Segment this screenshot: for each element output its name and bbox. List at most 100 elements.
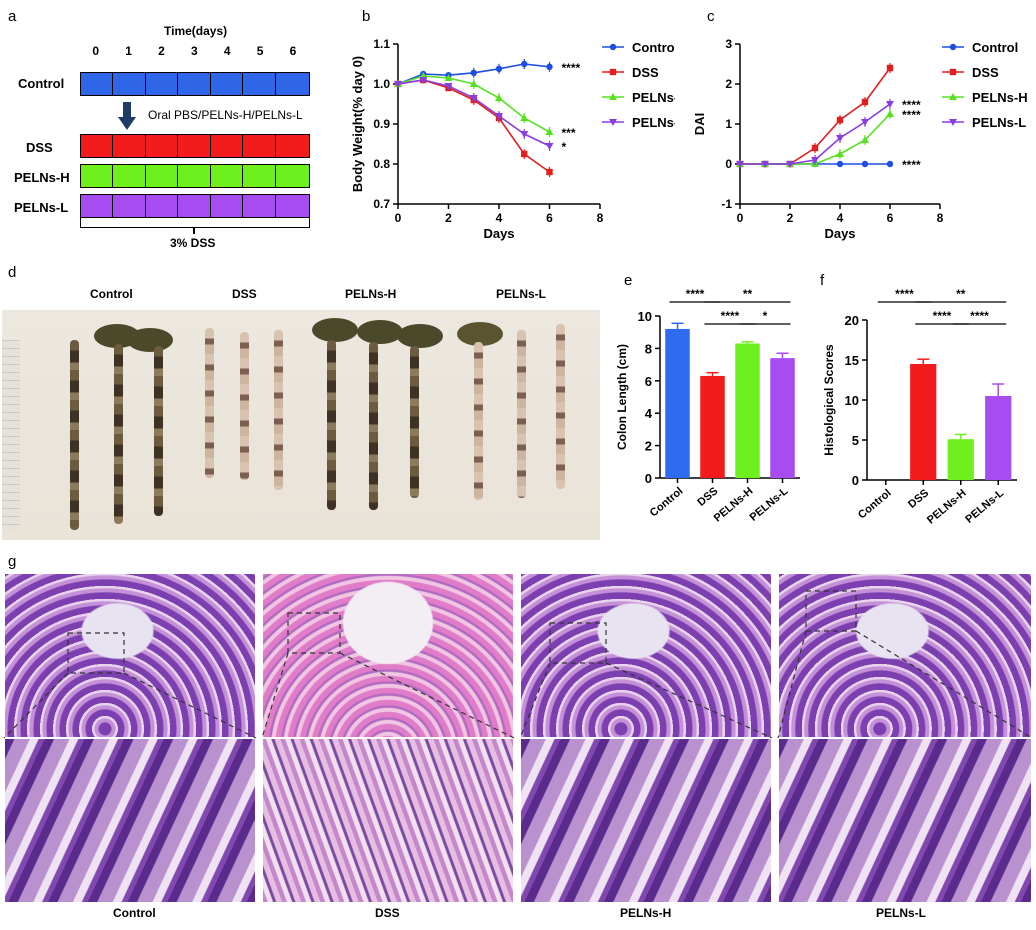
histology-dss-zoom	[262, 738, 514, 903]
y-tick-label: 0.7	[373, 197, 390, 211]
colon-sample	[327, 340, 336, 510]
significance-label: ****	[562, 61, 581, 75]
timeline-cell	[81, 195, 114, 217]
x-tick-label: 8	[597, 211, 604, 225]
x-axis-label: Days	[824, 226, 855, 241]
x-tick-label: 4	[496, 211, 503, 225]
data-point	[811, 144, 819, 152]
colon-sample	[556, 324, 565, 489]
timeline-bar-control	[80, 72, 310, 96]
legend-label: PELNs-H	[972, 90, 1028, 105]
timeline-cell	[113, 135, 146, 157]
data-point	[886, 110, 894, 117]
row-label-dss: DSS	[26, 140, 53, 155]
y-tick-label: 20	[845, 313, 859, 328]
cecum	[357, 320, 403, 344]
y-axis-label: Body Weight(% day 0)	[350, 56, 365, 192]
y-tick-label: 2	[645, 439, 652, 454]
x-tick-label: 2	[445, 211, 452, 225]
data-point	[394, 81, 402, 88]
significance-label: *	[763, 309, 768, 323]
x-tick-label: DSS	[695, 485, 720, 509]
day-labels: 0 1 2 3 4 5 6	[80, 44, 310, 60]
legend-label: Control	[972, 40, 1018, 55]
y-tick-label: 0	[645, 471, 652, 486]
day-label: 0	[92, 44, 100, 58]
histology-pelns-h-overview	[520, 573, 772, 738]
treatment-label: Oral PBS/PELNs-H/PELNs-L	[148, 108, 303, 122]
data-point	[545, 143, 554, 150]
y-tick-label: 1	[725, 117, 732, 131]
y-tick-label: 8	[645, 341, 652, 356]
ruler	[2, 340, 20, 530]
series-pelns-l	[736, 99, 894, 168]
y-tick-label: 15	[845, 353, 859, 368]
data-point	[546, 63, 553, 70]
x-tick-label: 6	[546, 211, 553, 225]
y-tick-label: 0	[725, 157, 732, 171]
data-point	[495, 94, 503, 101]
dss-label: 3% DSS	[170, 236, 216, 250]
histology-label-control: Control	[113, 906, 156, 920]
legend-label: PELNs-H	[632, 90, 675, 105]
y-tick-label: 0.8	[373, 157, 390, 171]
histology-pelns-h-zoom	[520, 738, 772, 903]
day-label: 5	[256, 44, 264, 58]
x-tick-label: PELNs-L	[748, 485, 791, 524]
series-line	[397, 79, 550, 147]
bar	[700, 375, 725, 478]
series-pelns-l	[394, 77, 554, 151]
colon-sample	[114, 344, 123, 524]
significance-label: ****	[933, 309, 952, 323]
y-tick-label: 5	[852, 433, 859, 448]
colon-sample	[274, 330, 283, 490]
timeline-cell	[81, 135, 114, 157]
bar	[665, 328, 690, 478]
row-label-pelns-l: PELNs-L	[14, 200, 69, 215]
timeline-cell	[113, 165, 146, 187]
colon-sample	[154, 346, 163, 516]
time-axis-title: Time(days)	[164, 24, 228, 38]
timeline-cell	[178, 165, 211, 187]
data-point	[546, 168, 553, 176]
x-tick-label: Control	[856, 487, 894, 521]
x-tick-label: 4	[837, 211, 844, 225]
x-tick-label: PELNs-L	[963, 487, 1006, 526]
timeline-cell	[211, 73, 244, 95]
significance-label: ****	[902, 98, 921, 112]
day-label: 1	[125, 44, 132, 58]
colon-sample	[517, 330, 526, 498]
series-dss	[736, 63, 894, 168]
photo-label-control: Control	[90, 287, 133, 301]
timeline-cell	[276, 135, 308, 157]
row-label-control: Control	[18, 76, 65, 91]
panel-letter-e: e	[624, 272, 633, 289]
data-point	[836, 116, 844, 124]
data-point	[520, 131, 529, 138]
x-tick-label: PELNs-H	[925, 487, 969, 526]
data-point	[886, 160, 894, 168]
y-tick-label: 2	[725, 77, 732, 91]
data-point	[470, 69, 477, 76]
timeline-cell	[146, 165, 179, 187]
histology-pelns-l-overview	[778, 573, 1032, 738]
timeline-cell	[276, 195, 308, 217]
data-point	[521, 60, 528, 68]
colon-sample	[369, 342, 378, 510]
data-point	[495, 113, 503, 120]
data-point	[836, 150, 844, 157]
down-arrow-icon	[118, 102, 136, 130]
significance-label: ****	[902, 108, 921, 122]
bar	[910, 364, 937, 480]
y-axis-label: DAI	[692, 113, 707, 135]
data-point	[736, 161, 744, 168]
legend-label: PELNs-L	[972, 115, 1026, 130]
x-tick-label: 8	[937, 211, 944, 225]
timeline-cell	[243, 195, 276, 217]
y-tick-label: 4	[645, 406, 653, 421]
timeline-cell	[81, 73, 114, 95]
legend-marker	[609, 68, 617, 76]
y-tick-label: 6	[645, 374, 652, 389]
